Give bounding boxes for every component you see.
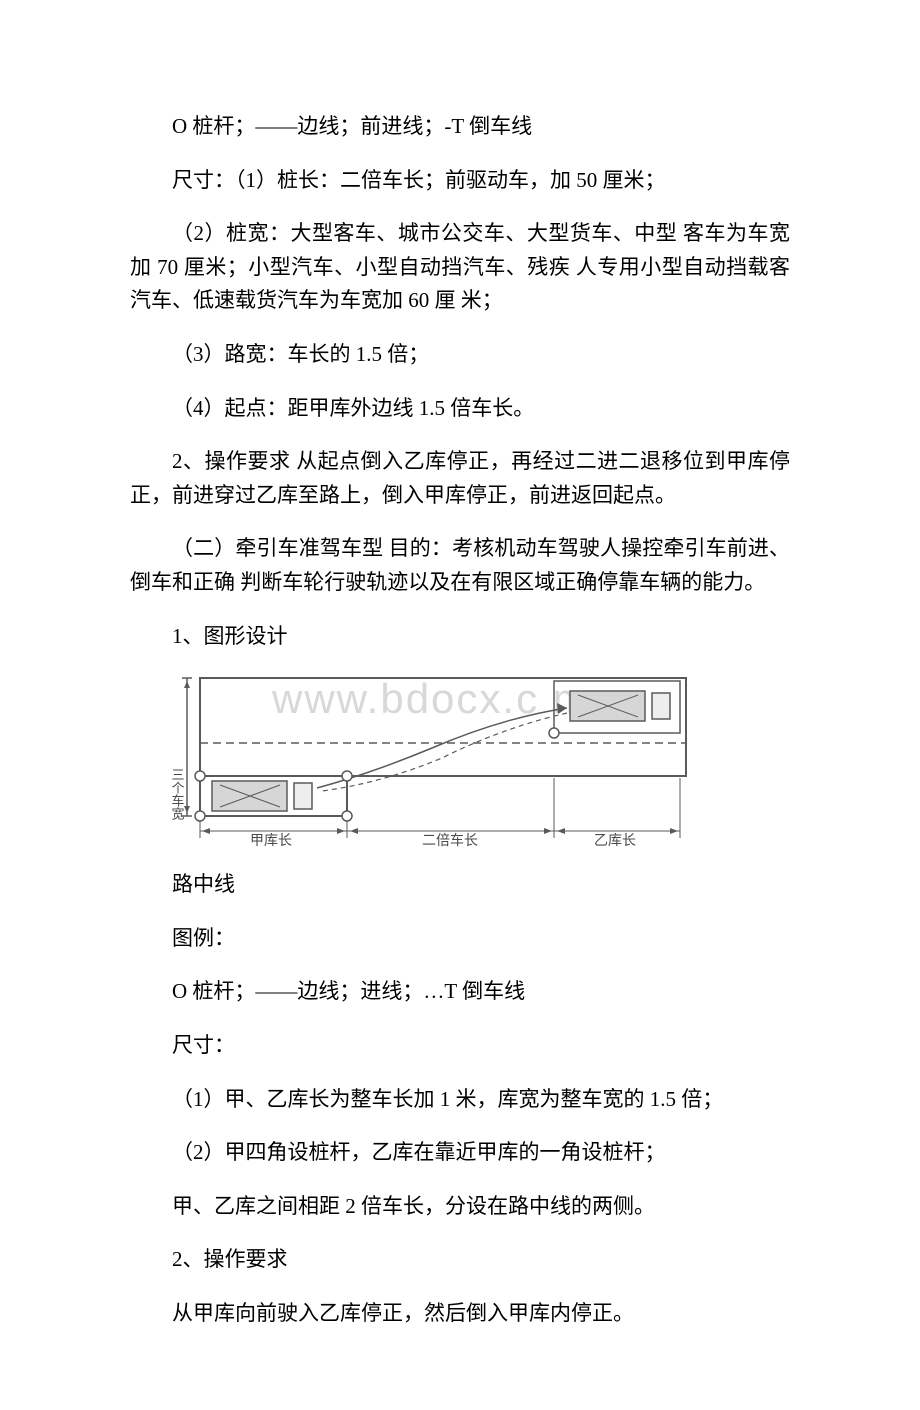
paragraph-dimension-5: （1）甲、乙库长为整车长加 1 米，库宽为整车宽的 1.5 倍；	[130, 1083, 790, 1117]
paragraph-dimension-7: 甲、乙库之间相距 2 倍车长，分设在路中线的两侧。	[130, 1190, 790, 1224]
paragraph-dimension-title: 尺寸：	[130, 1029, 790, 1063]
yi-length-label: 乙库长	[594, 833, 636, 848]
vertical-axis-label: 三个车宽	[172, 768, 185, 821]
paragraph-dimension-6: （2）甲四角设桩杆，乙库在靠近甲库的一角设桩杆；	[130, 1136, 790, 1170]
paragraph-legend-2: O 桩杆；——边线；进线；…T 倒车线	[130, 975, 790, 1009]
paragraph-centerline: 路中线	[130, 868, 790, 902]
paragraph-dimension-1: 尺寸：（1）桩长：二倍车长；前驱动车，加 50 厘米；	[130, 164, 790, 198]
paragraph-dimension-2: （2）桩宽：大型客车、城市公交车、大型货车、中型 客车为车宽加 70 厘米；小型…	[130, 217, 790, 318]
double-length-label: 二倍车长	[422, 832, 478, 848]
paragraph-legend-title: 图例：	[130, 922, 790, 956]
paragraph-figure-design: 1、图形设计	[130, 620, 790, 654]
paragraph-dimension-4: （4）起点：距甲库外边线 1.5 倍车长。	[130, 392, 790, 426]
paragraph-operation-title-2: 2、操作要求	[130, 1243, 790, 1277]
paragraph-section-2: （二）牵引车准驾车型 目的：考核机动车驾驶人操控牵引车前进、倒车和正确 判断车轮…	[130, 532, 790, 599]
paragraph-operation-1: 2、操作要求 从起点倒入乙库停正，再经过二进二退移位到甲库停 正，前进穿过乙库至…	[130, 445, 790, 512]
tractor-diagram: www.bdocx.c m	[172, 673, 692, 848]
jia-length-label: 甲库长	[250, 833, 292, 848]
diagram-svg: 三个车宽 甲库长 二倍车长 乙库长	[172, 673, 692, 848]
paragraph-legend-1: O 桩杆；——边线；前进线；-T 倒车线	[130, 110, 790, 144]
paragraph-dimension-3: （3）路宽：车长的 1.5 倍；	[130, 338, 790, 372]
